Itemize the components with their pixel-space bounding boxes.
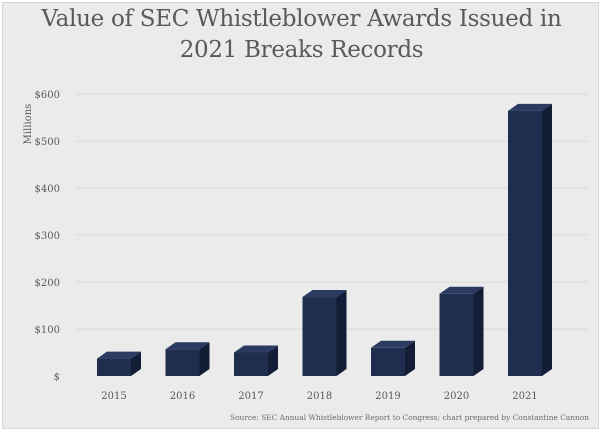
- bar-side: [542, 103, 552, 377]
- bar-front: [439, 293, 474, 376]
- bar-top: [97, 351, 141, 359]
- bar-side: [268, 345, 278, 376]
- y-axis-tick-labels: $ $100 $200 $300 $400 $500 $600: [35, 90, 60, 383]
- y-tick-label: $100: [35, 325, 60, 336]
- bar-front: [165, 349, 200, 376]
- bar-side: [336, 290, 347, 376]
- x-tick-label: 2015: [101, 391, 126, 402]
- x-tick-label: 2016: [170, 391, 195, 402]
- bar-top: [439, 286, 484, 294]
- y-axis-title: Millions: [23, 104, 34, 145]
- gridlines: [76, 93, 588, 330]
- bar-front: [302, 297, 337, 376]
- chart-title-line-2: 2021 Breaks Records: [179, 37, 424, 63]
- x-tick-label: 2017: [238, 391, 263, 402]
- source-note: Source: SEC Annual Whistleblower Report …: [230, 413, 589, 422]
- x-tick-label: 2019: [375, 391, 400, 402]
- bar-2021: [508, 103, 552, 377]
- bar-side: [473, 286, 484, 376]
- bar-top: [234, 345, 278, 353]
- bar-top: [508, 103, 552, 111]
- bar-2016: [165, 342, 210, 376]
- bar-front: [371, 347, 405, 376]
- y-tick-label: $300: [35, 231, 60, 242]
- bar-side: [405, 340, 415, 376]
- chart-title: Value of SEC Whistleblower Awards Issued…: [0, 4, 603, 66]
- bar-top: [371, 340, 415, 348]
- y-tick-label: $400: [35, 184, 60, 195]
- bar-2015: [97, 351, 141, 376]
- y-tick-label: $: [54, 372, 60, 383]
- bar-top: [165, 342, 210, 350]
- bars: [97, 103, 552, 377]
- x-tick-label: 2018: [307, 391, 332, 402]
- bar-2019: [371, 340, 415, 376]
- bar-front: [97, 358, 131, 376]
- x-axis-tick-labels: 2015 2016 2017 2018 2019 2020 2021: [101, 391, 537, 402]
- y-tick-label: $600: [35, 90, 60, 101]
- bar-side: [131, 351, 141, 376]
- bar-side: [199, 342, 210, 376]
- bar-top: [302, 290, 347, 298]
- bar-2020: [439, 286, 484, 376]
- x-tick-label: 2020: [444, 391, 469, 402]
- bar-2017: [234, 345, 278, 376]
- y-tick-label: $500: [35, 137, 60, 148]
- chart-title-line-1: Value of SEC Whistleblower Awards Issued…: [41, 6, 562, 32]
- bar-front: [508, 110, 542, 377]
- x-tick-label: 2021: [512, 391, 537, 402]
- bar-front: [234, 352, 268, 376]
- y-tick-label: $200: [35, 278, 60, 289]
- bar-2018: [302, 290, 347, 376]
